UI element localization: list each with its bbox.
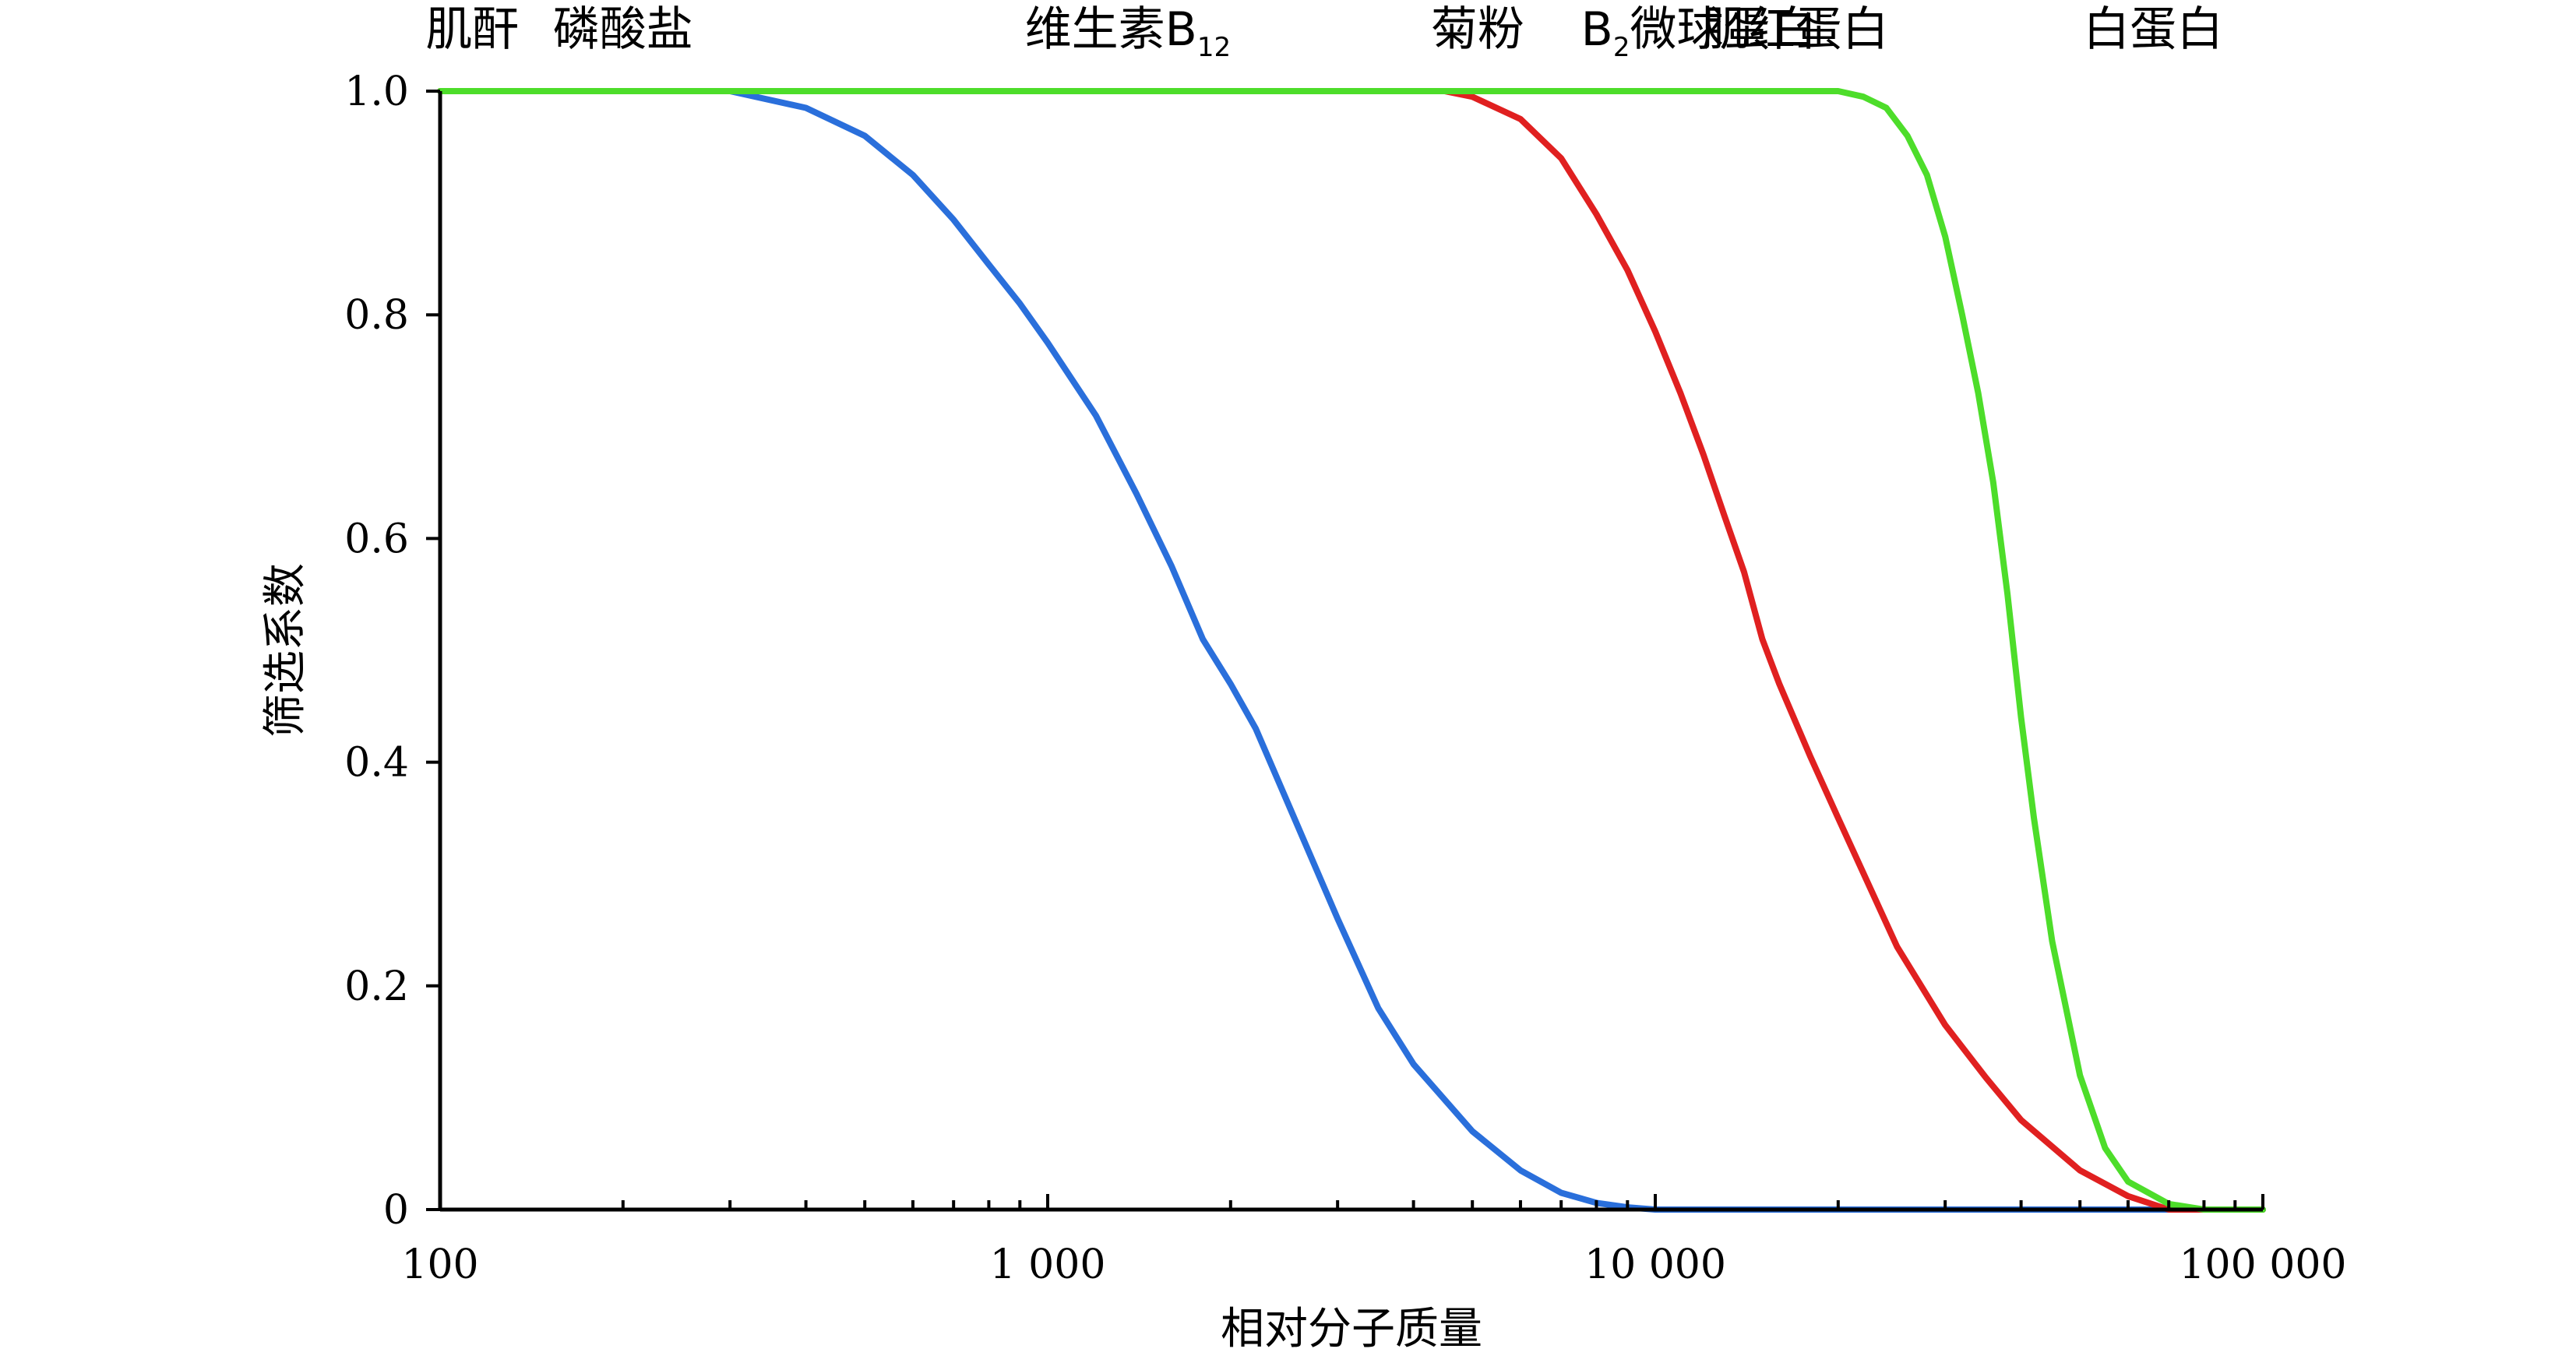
x-tick-label: 100 (401, 1241, 478, 1288)
x-tick-label: 100 000 (2179, 1241, 2346, 1288)
molecule-label: 肌红蛋白 (1702, 2, 1889, 57)
axes-layer: 0 0.2 0.4 0.6 0.8 1.0 100 1 000 10 000 100 000 (344, 69, 2346, 1288)
molecule-label: 磷酸盐 (553, 2, 693, 57)
series-line-1 (437, 88, 2266, 1213)
y-tick-label: 0.4 (344, 740, 409, 787)
molecule-label: 白蛋白 (2083, 2, 2223, 57)
molecule-label: 维生素B12 (1025, 2, 1231, 63)
series-layer (437, 88, 2266, 1213)
series-line-2 (437, 88, 2266, 1213)
molecule-label: 肌酐 (425, 2, 519, 57)
y-tick-label: 0.8 (344, 292, 409, 339)
x-tick-label: 10 000 (1584, 1241, 1726, 1288)
molecule-label: 菊粉 (1431, 2, 1524, 57)
y-tick-label: 0.2 (344, 963, 409, 1010)
y-axis-title: 筛选系数 (260, 563, 311, 738)
y-tick-label: 0.6 (344, 516, 409, 562)
x-tick-label: 1 000 (990, 1241, 1106, 1288)
x-axis-title: 相对分子质量 (1221, 1304, 1482, 1354)
y-tick-label: 0 (383, 1187, 409, 1234)
y-tick-label: 1.0 (344, 69, 409, 115)
molecule-label: B2微球蛋白 (1581, 2, 1817, 63)
series-line-3 (437, 88, 2266, 1213)
